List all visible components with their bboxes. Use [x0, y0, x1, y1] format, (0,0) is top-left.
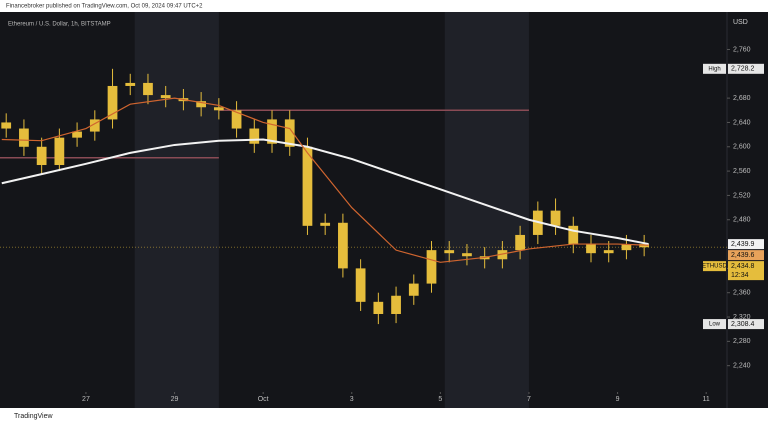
x-tick-label: 5 [438, 396, 442, 403]
x-tick-label: 29 [171, 396, 179, 403]
candle-body [603, 250, 614, 254]
price-badge-label: 2,439.9 [731, 241, 754, 248]
candle-body [89, 119, 100, 132]
candle-body [19, 128, 29, 147]
candle-body [54, 137, 65, 166]
price-badge-name: High [708, 66, 720, 72]
chart-background [0, 12, 768, 408]
y-tick-label: 2,560 [733, 168, 751, 175]
y-tick-label: 2,480 [733, 217, 751, 224]
candle-body [586, 244, 596, 254]
candle-body [143, 82, 153, 96]
candle-body [462, 253, 472, 257]
candle-body [621, 244, 632, 251]
candle-body [550, 210, 561, 226]
y-tick-label: 2,520 [733, 192, 751, 199]
candle-body [249, 128, 260, 144]
candle-body [497, 250, 508, 260]
y-tick-label: 2,760 [733, 46, 751, 53]
moving-average [1, 138, 649, 246]
candle-body [568, 225, 579, 245]
y-tick-label: 2,320 [733, 314, 751, 321]
x-tick-label: 9 [616, 396, 620, 403]
y-tick-label: 2,240 [733, 363, 751, 370]
candle-body [426, 250, 437, 284]
candle-body [213, 107, 224, 111]
candle-body [391, 295, 401, 314]
price-badge [728, 319, 764, 330]
candle-body [320, 222, 331, 226]
y-tick-label: 2,640 [733, 119, 751, 126]
candle-body [72, 131, 82, 138]
candle-body [36, 146, 47, 166]
weekend-band [134, 12, 219, 408]
candle-body [408, 283, 419, 296]
x-tick-label: 11 [703, 396, 710, 403]
x-tick-label: 3 [350, 396, 354, 403]
y-tick-label: 2,600 [733, 144, 751, 151]
y-tick-label: 2,680 [733, 95, 751, 102]
candle-body [1, 122, 12, 129]
candle-body [160, 95, 171, 99]
candle-body [284, 119, 295, 147]
x-tick-label: 7 [527, 396, 531, 403]
candle-body [338, 222, 348, 269]
candle-body [444, 250, 455, 254]
header: Financebroker published on TradingView.c… [6, 4, 203, 10]
candle-body [373, 301, 384, 314]
candle-body [125, 82, 136, 86]
price-badge-name: ETHUSD [702, 264, 727, 270]
price-badge-label: 2,434.8 [731, 263, 754, 270]
price-badge-name-box [703, 63, 726, 74]
price-badge-label: 2,439.6 [731, 252, 754, 259]
candle-body [302, 146, 313, 226]
x-tick-label: Oct [258, 396, 269, 403]
price-badge [728, 63, 764, 74]
currency: USD [733, 19, 748, 26]
candle-body [355, 268, 366, 302]
chart-title: Ethereum / U.S. Dollar, 1h, BITSTAMP [8, 22, 111, 28]
price-badge-label: 2,308.4 [731, 321, 754, 328]
price-badge-name-box [703, 319, 726, 330]
y-tick-label: 2,360 [733, 290, 751, 297]
countdown: 12:34 [731, 272, 749, 279]
candle-body [196, 101, 207, 108]
candle-body [231, 110, 242, 129]
price-badge [728, 239, 764, 250]
x-tick-label: 27 [82, 396, 90, 403]
weekend-band [444, 12, 529, 408]
candle-body [107, 85, 118, 120]
price-badge [728, 261, 764, 281]
footer-logo: TradingView [14, 413, 53, 420]
candle-body [515, 234, 525, 251]
price-badge [728, 250, 764, 261]
price-badge-name-box [703, 261, 726, 272]
moving-average [1, 97, 649, 263]
y-tick-label: 2,280 [733, 338, 751, 345]
candle-body [267, 119, 277, 144]
price-badge-label: 2,728.2 [731, 66, 754, 73]
price-badge-name: Low [709, 322, 721, 328]
